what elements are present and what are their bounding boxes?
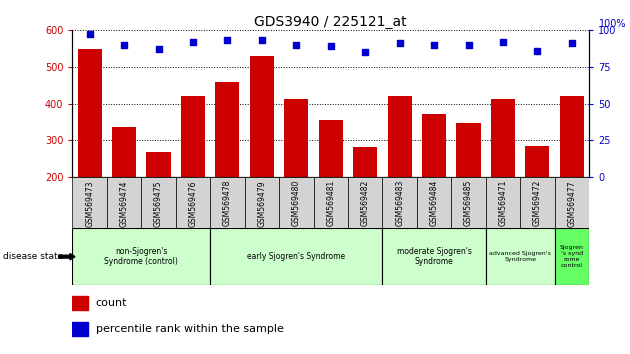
- Point: [257, 38, 267, 43]
- Text: GSM569475: GSM569475: [154, 180, 163, 227]
- Point: [360, 49, 370, 55]
- Bar: [451, 177, 486, 228]
- Bar: [486, 228, 554, 285]
- Text: advanced Sjogren's
Syndrome: advanced Sjogren's Syndrome: [490, 251, 551, 262]
- Bar: [382, 177, 417, 228]
- Bar: [72, 177, 107, 228]
- Bar: [319, 120, 343, 177]
- Point: [154, 46, 164, 52]
- Point: [188, 39, 198, 45]
- Text: GSM569485: GSM569485: [464, 180, 473, 227]
- Bar: [181, 96, 205, 177]
- Point: [291, 42, 301, 47]
- Bar: [112, 127, 136, 177]
- Text: non-Sjogren's
Syndrome (control): non-Sjogren's Syndrome (control): [105, 247, 178, 266]
- Point: [119, 42, 129, 47]
- Text: percentile rank within the sample: percentile rank within the sample: [96, 324, 284, 334]
- Bar: [77, 49, 101, 177]
- Point: [84, 32, 94, 37]
- Bar: [72, 228, 210, 285]
- Text: GSM569476: GSM569476: [188, 180, 197, 227]
- Bar: [554, 177, 589, 228]
- Point: [464, 42, 474, 47]
- Bar: [486, 177, 520, 228]
- Bar: [491, 99, 515, 177]
- Point: [567, 40, 577, 46]
- Bar: [284, 99, 308, 177]
- Bar: [215, 81, 239, 177]
- Point: [222, 38, 232, 43]
- Bar: [210, 177, 244, 228]
- Bar: [107, 177, 141, 228]
- Text: moderate Sjogren's
Syndrome: moderate Sjogren's Syndrome: [397, 247, 471, 266]
- Bar: [348, 177, 382, 228]
- Text: disease state: disease state: [3, 252, 64, 261]
- Bar: [387, 96, 411, 177]
- Text: GSM569484: GSM569484: [430, 180, 438, 227]
- Bar: [72, 322, 88, 336]
- Bar: [417, 177, 451, 228]
- Bar: [422, 114, 446, 177]
- Text: GSM569471: GSM569471: [498, 180, 507, 227]
- Text: GSM569480: GSM569480: [292, 180, 301, 227]
- Text: 100%: 100%: [599, 19, 627, 29]
- Text: GSM569477: GSM569477: [568, 180, 576, 227]
- Bar: [176, 177, 210, 228]
- Text: GSM569473: GSM569473: [85, 180, 94, 227]
- Bar: [314, 177, 348, 228]
- Point: [326, 44, 336, 49]
- Bar: [520, 177, 554, 228]
- Text: Sjogren
's synd
rome
control: Sjogren 's synd rome control: [560, 245, 584, 268]
- Text: count: count: [96, 298, 127, 308]
- Point: [532, 48, 542, 53]
- Text: GSM569478: GSM569478: [223, 180, 232, 227]
- Bar: [141, 177, 176, 228]
- Point: [498, 39, 508, 45]
- Bar: [147, 152, 171, 177]
- Point: [429, 42, 439, 47]
- Text: GSM569482: GSM569482: [361, 180, 370, 226]
- Text: GSM569479: GSM569479: [258, 180, 266, 227]
- Title: GDS3940 / 225121_at: GDS3940 / 225121_at: [255, 15, 407, 29]
- Bar: [72, 296, 88, 310]
- Bar: [210, 228, 382, 285]
- Text: GSM569481: GSM569481: [326, 180, 335, 226]
- Bar: [560, 96, 584, 177]
- Point: [394, 40, 404, 46]
- Bar: [382, 228, 486, 285]
- Bar: [244, 177, 279, 228]
- Bar: [525, 146, 549, 177]
- Bar: [457, 122, 481, 177]
- Bar: [279, 177, 314, 228]
- Bar: [250, 56, 274, 177]
- Text: early Sjogren's Syndrome: early Sjogren's Syndrome: [247, 252, 345, 261]
- Text: GSM569474: GSM569474: [120, 180, 129, 227]
- Bar: [554, 228, 589, 285]
- Text: GSM569483: GSM569483: [395, 180, 404, 227]
- Text: GSM569472: GSM569472: [533, 180, 542, 227]
- Bar: [353, 147, 377, 177]
